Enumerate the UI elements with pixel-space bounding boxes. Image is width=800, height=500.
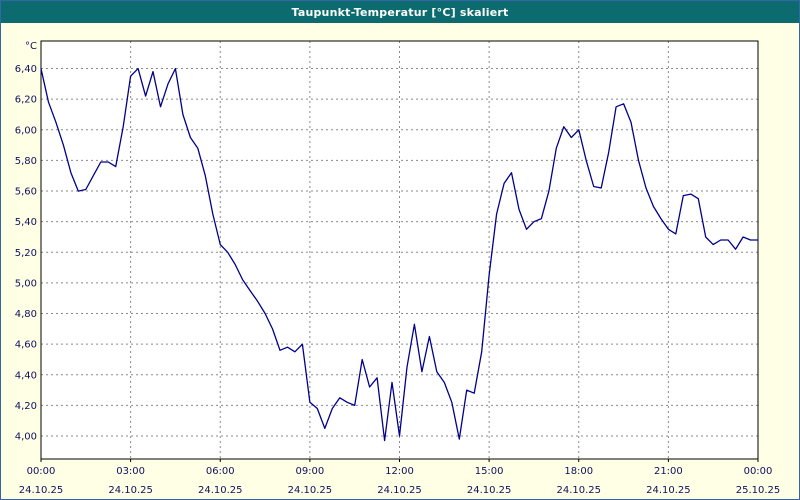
y-tick-label: 6,00 [15,125,37,136]
x-date-label: 24.10.25 [19,485,64,496]
y-tick-label: 5,20 [15,248,37,259]
x-time-label: 15:00 [475,466,504,477]
x-date-label: 25.10.25 [736,485,781,496]
y-tick-label: 4,60 [15,340,37,351]
chart-title-bar: Taupunkt-Temperatur [°C] skaliert [1,1,799,23]
y-tick-label: 4,40 [15,370,37,381]
y-tick-label: 5,40 [15,217,37,228]
x-time-label: 21:00 [654,466,683,477]
chart-title: Taupunkt-Temperatur [°C] skaliert [291,5,509,19]
y-axis-unit-label: °C [25,41,37,52]
x-date-label: 24.10.25 [556,485,601,496]
y-tick-label: 5,80 [15,156,37,167]
x-date-label: 24.10.25 [288,485,333,496]
x-date-label: 24.10.25 [467,485,512,496]
x-time-label: 12:00 [385,466,414,477]
y-tick-label: 6,40 [15,64,37,75]
x-date-label: 24.10.25 [108,485,153,496]
x-time-label: 06:00 [206,466,235,477]
y-tick-label: 5,00 [15,278,37,289]
x-time-label: 00:00 [27,466,56,477]
y-tick-label: 4,20 [15,401,37,412]
x-date-label: 24.10.25 [646,485,691,496]
y-tick-label: 4,00 [15,432,37,443]
data-line [40,67,759,442]
x-time-label: 03:00 [116,466,145,477]
x-time-label: 09:00 [295,466,324,477]
x-date-label: 24.10.25 [377,485,422,496]
y-tick-label: 5,60 [15,187,37,198]
y-tick-label: 4,80 [15,309,37,320]
x-time-label: 18:00 [564,466,593,477]
y-tick-label: 6,20 [15,95,37,106]
x-time-label: 00:00 [744,466,773,477]
plot-area [41,41,758,459]
x-date-label: 24.10.25 [198,485,243,496]
dewpoint-line-chart: °C 6,40 6,20 6,00 5,80 5,60 5,40 5,20 5,00 4,80 4,… [15,40,781,496]
